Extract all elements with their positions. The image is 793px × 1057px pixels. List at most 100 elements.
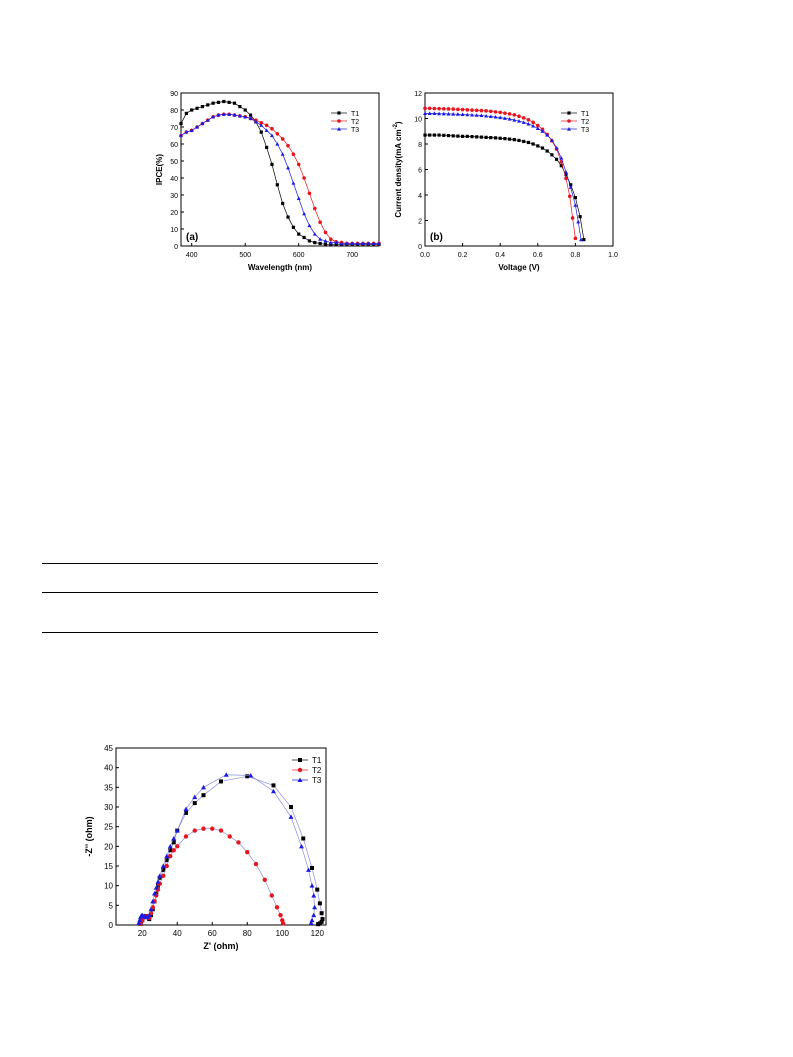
chart-a-point-t3 <box>377 241 381 246</box>
chart-a-point-t2 <box>280 137 285 141</box>
chart-c-point-t2 <box>253 861 259 867</box>
chart-b-point-t2 <box>517 114 521 119</box>
chart-a-point-t1 <box>275 183 279 187</box>
chart-b-point-t1 <box>573 195 577 200</box>
chart-a-point-t3 <box>312 232 317 236</box>
chart-c-point-t3 <box>136 920 142 926</box>
chart-b-point-t2 <box>484 109 488 113</box>
chart-c-x-tick-label: 120 <box>311 929 325 938</box>
chart-b-point-t1 <box>498 136 502 140</box>
chart-b-point-t2 <box>564 176 568 181</box>
chart-c-y-tick-label: 0 <box>109 921 114 930</box>
chart-b-x-axis-label: Voltage (V) <box>498 263 540 272</box>
chart-b-series-t3 <box>423 111 584 242</box>
chart-b-point-t1 <box>517 138 521 143</box>
chart-b-legend-marker <box>567 119 571 123</box>
chart-a-point-t3 <box>302 211 307 216</box>
chart-c-point-t3 <box>299 843 304 849</box>
chart-c-y-axis-label: -Z'' (ohm) <box>84 816 94 856</box>
chart-c-point-t3 <box>309 917 315 923</box>
chart-b-point-t3 <box>484 113 489 118</box>
chart-a-point-t3 <box>200 121 205 126</box>
chart-c-point-t2 <box>183 834 189 839</box>
chart-a-point-t2 <box>307 191 312 196</box>
chart-a-point-t1 <box>329 242 333 246</box>
chart-c-point-t1 <box>289 805 293 809</box>
chart-c-point-t3 <box>137 917 143 923</box>
chart-b-point-t1 <box>531 142 535 146</box>
chart-a-point-t3 <box>371 241 376 246</box>
chart-a-point-t1 <box>270 162 274 166</box>
chart-b-point-t2 <box>460 107 465 112</box>
chart-a-point-t3 <box>189 128 194 132</box>
chart-a-point-t1 <box>238 105 242 109</box>
chart-a-point-t3 <box>237 113 242 118</box>
chart-b-point-t1 <box>555 157 559 161</box>
chart-a-point-t2 <box>329 237 333 241</box>
chart-a-point-t1 <box>281 201 285 206</box>
chart-c-point-t2 <box>192 828 197 833</box>
chart-b-legend-entry: T1 <box>581 111 589 118</box>
chart-a-point-t1 <box>243 108 247 112</box>
chart-a-y-tick-label: 10 <box>170 227 178 234</box>
chart-b-point-t1 <box>475 135 479 139</box>
chart-b-point-t3 <box>517 119 521 123</box>
chart-a-point-t3 <box>366 241 371 246</box>
chart-a-point-t1 <box>216 100 221 104</box>
chart-b-point-t3 <box>432 111 437 115</box>
chart-b-point-t1 <box>550 153 554 157</box>
table-rule-top <box>42 563 378 564</box>
chart-b-point-t2 <box>493 110 498 114</box>
chart-b-point-t2 <box>567 194 572 199</box>
chart-b-y-axis-label: Current density(mA cm-2) <box>393 121 403 218</box>
chart-a-point-t3 <box>205 118 210 122</box>
chart-b-point-t3 <box>479 113 484 118</box>
chart-c-point-t2 <box>245 850 250 855</box>
chart-a-point-t3 <box>355 241 360 246</box>
chart-c-point-t2 <box>274 905 280 910</box>
chart-a-point-t3 <box>323 238 328 243</box>
ipce-chart-svg: 400 500 600 700 0 10 20 30 40 50 60 70 80 90 Wavelengt… <box>155 91 381 272</box>
chart-b-point-t1 <box>437 133 441 137</box>
chart-c-point-t3 <box>271 788 276 794</box>
chart-b-x-tick-label: 0.2 <box>458 252 468 259</box>
chart-b-point-t1 <box>526 140 530 145</box>
chart-b-y-axis-label-sup: -2 <box>393 123 399 129</box>
chart-c-point-t3 <box>192 794 198 800</box>
chart-c-point-t2 <box>175 844 180 849</box>
chart-a-point-t1 <box>211 101 215 105</box>
chart-c-point-t3 <box>288 814 294 819</box>
chart-c-point-t3 <box>311 893 317 898</box>
chart-a-point-t1 <box>200 105 205 109</box>
chart-a-y-tick-label: 60 <box>170 142 178 149</box>
chart-b-x-tick-label: 0.0 <box>420 252 430 259</box>
chart-a-point-t1 <box>227 100 231 104</box>
chart-c-point-t2 <box>262 877 267 882</box>
chart-c-point-t3 <box>164 853 170 859</box>
chart-c-x-tick-label: 60 <box>208 929 217 938</box>
chart-c-x-tick-label: 20 <box>138 929 147 938</box>
chart-b-point-t1 <box>536 144 540 148</box>
chart-c-point-t3 <box>311 912 317 918</box>
chart-b-legend-marker <box>567 127 571 131</box>
chart-c-point-t1 <box>271 783 276 788</box>
chart-b-point-t3 <box>455 112 460 116</box>
chart-b-point-t3 <box>559 156 564 160</box>
chart-c-point-t3 <box>201 784 206 790</box>
jv-chart-svg: 0.0 0.2 0.4 0.6 0.8 1.0 0 2 4 6 8 10 12 Voltage (V) Cu… <box>393 91 618 272</box>
chart-b-point-t2 <box>451 107 455 111</box>
chart-a-point-t1 <box>313 241 317 245</box>
chart-c-legend-entry: T2 <box>312 766 322 775</box>
chart-b-point-t3 <box>564 170 568 174</box>
chart-c-point-t3 <box>223 772 229 777</box>
chart-b-point-t3 <box>446 111 451 116</box>
chart-c-point-t1 <box>219 779 223 784</box>
chart-a-point-t3 <box>248 116 253 121</box>
chart-c-y-tick-label: 10 <box>104 882 113 891</box>
chart-b-point-t3 <box>470 112 474 117</box>
chart-a-point-t2 <box>302 176 306 180</box>
chart-a-point-t2 <box>296 162 301 167</box>
chart-a-series-line-t1 <box>180 101 379 245</box>
chart-a-point-t3 <box>243 114 248 119</box>
chart-c-legend-marker <box>298 758 302 762</box>
